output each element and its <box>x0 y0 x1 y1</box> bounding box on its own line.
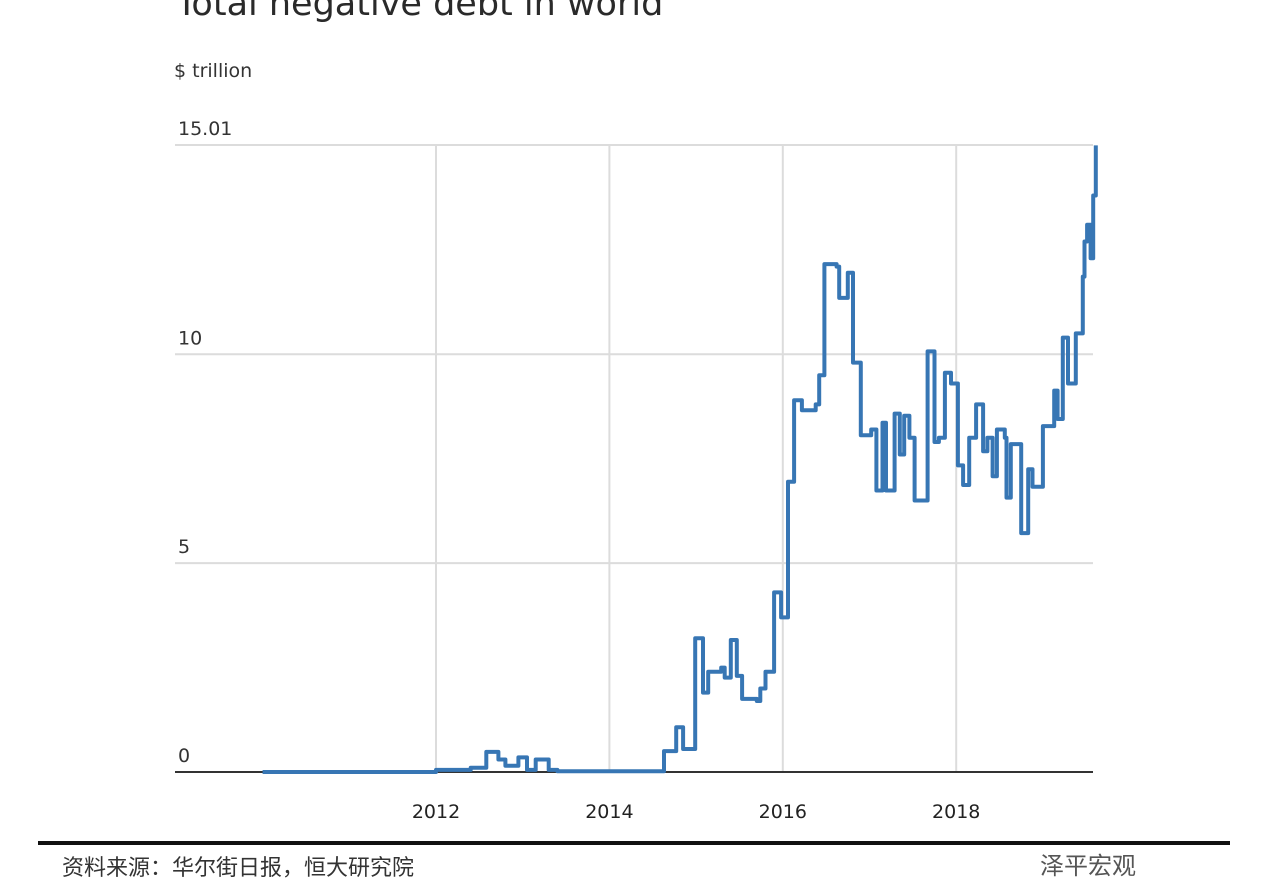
footer-divider <box>38 841 1230 845</box>
watermark: 泽平宏观 <box>1040 852 1136 880</box>
source-note: 资料来源：华尔街日报，恒大研究院 <box>62 856 415 881</box>
x-tick-label: 2016 <box>759 801 807 823</box>
y-tick-label: 5 <box>178 536 190 558</box>
y-tick-label: 10 <box>178 327 202 349</box>
y-axis-label: $ trillion <box>174 60 253 82</box>
series-line <box>262 145 1098 774</box>
x-tick-label: 2018 <box>932 801 980 823</box>
x-tick-label: 2014 <box>585 801 633 823</box>
chart-plot: 0 5 10 15.01 2012 2014 2016 2018 <box>175 118 1098 823</box>
chart-title: Total negative debt in world <box>176 0 664 24</box>
y-tick-label: 0 <box>178 745 190 767</box>
y-tick-label: 15.01 <box>178 118 232 140</box>
x-tick-label: 2012 <box>412 801 460 823</box>
